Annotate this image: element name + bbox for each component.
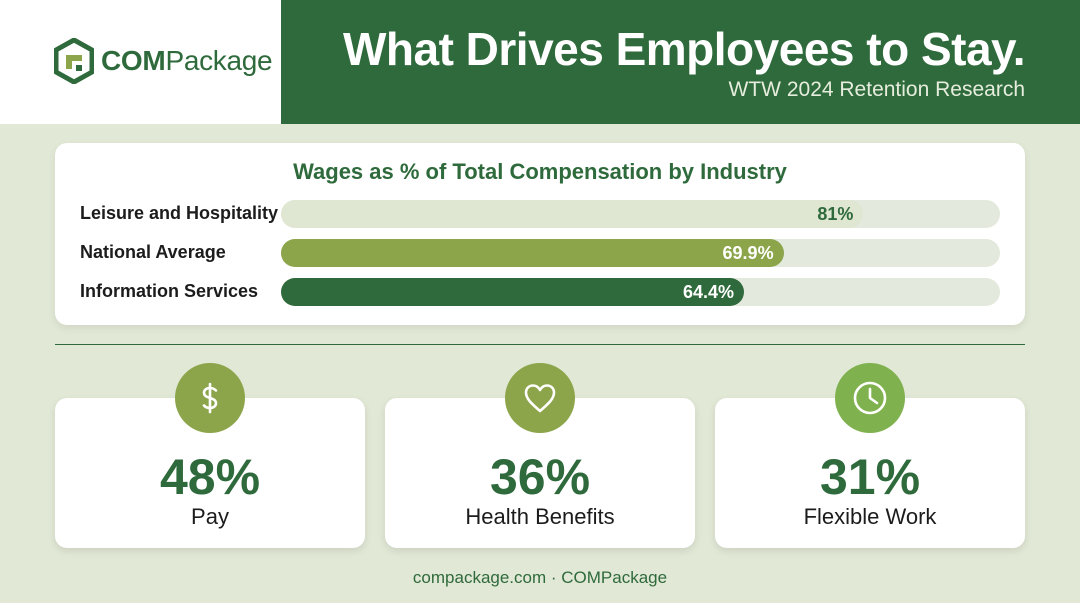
stat-label: Pay — [191, 504, 229, 529]
bar-category-label: Information Services — [80, 281, 259, 301]
stat-value: 48% — [159, 449, 261, 505]
brand-name: COMPackage — [101, 45, 273, 76]
footer-text: compackage.com · COMPackage — [412, 568, 668, 587]
bar-value-label: 81% — [817, 204, 854, 224]
chart-card: Wages as % of Total Compensation by Indu… — [55, 143, 1025, 325]
header-logo-panel: COMPackage — [0, 0, 281, 124]
cube-logo-icon — [54, 38, 94, 84]
stat-value: 36% — [489, 449, 591, 505]
bar: 81% — [281, 200, 864, 228]
bar-category-label: Leisure and Hospitality — [80, 203, 279, 223]
section-divider — [55, 344, 1025, 345]
stat-label: Flexible Work — [803, 504, 937, 529]
dollar-icon — [175, 363, 245, 433]
bar-track: 69.9% — [281, 239, 1000, 267]
bar-track: 64.4% — [281, 278, 1000, 306]
clock-icon — [835, 363, 905, 433]
bar: 69.9% — [281, 239, 784, 267]
bar-category-label: National Average — [80, 242, 226, 262]
brand-logo: COMPackage — [54, 38, 273, 84]
bar-track: 81% — [281, 200, 1000, 228]
header-banner: What Drives Employees to Stay. WTW 2024 … — [281, 0, 1080, 124]
page-subtitle: WTW 2024 Retention Research — [728, 78, 1025, 101]
heart-icon — [505, 363, 575, 433]
bar: 64.4% — [281, 278, 745, 306]
page-title: What Drives Employees to Stay. — [342, 23, 1026, 75]
bar-value-label: 69.9% — [722, 243, 774, 263]
chart-title: Wages as % of Total Compensation by Indu… — [293, 159, 787, 184]
stat-value: 31% — [819, 449, 921, 505]
stat-label: Health Benefits — [465, 504, 615, 529]
bar-value-label: 64.4% — [682, 282, 735, 302]
